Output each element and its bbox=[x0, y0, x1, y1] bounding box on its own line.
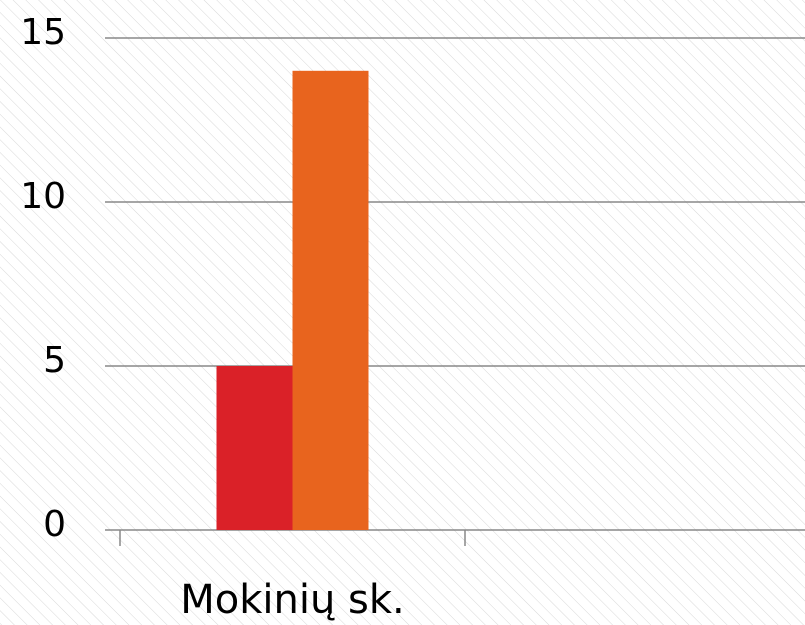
y-tick-label: 5 bbox=[43, 340, 66, 381]
bar bbox=[216, 366, 293, 530]
y-tick-label: 10 bbox=[20, 176, 66, 217]
y-tick-label: 0 bbox=[43, 504, 66, 545]
y-tick-label: 15 bbox=[20, 12, 66, 53]
x-tick-label: Mokinių sk. bbox=[180, 577, 405, 623]
bar bbox=[292, 70, 369, 531]
